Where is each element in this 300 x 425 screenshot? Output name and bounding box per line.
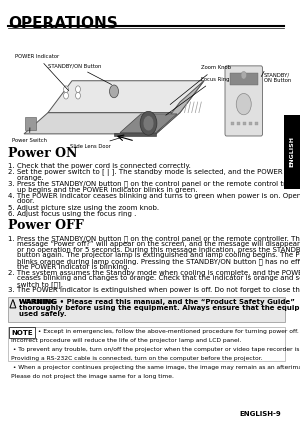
Text: POWER Indicator: POWER Indicator bbox=[15, 54, 69, 91]
Circle shape bbox=[140, 111, 157, 135]
FancyBboxPatch shape bbox=[9, 327, 35, 337]
Text: Focus Ring: Focus Ring bbox=[166, 76, 230, 115]
Text: or no operation for 5 seconds. During this message indication, press the STANDBY: or no operation for 5 seconds. During th… bbox=[8, 246, 300, 253]
Circle shape bbox=[76, 92, 80, 99]
FancyBboxPatch shape bbox=[8, 297, 285, 321]
Text: NOTE: NOTE bbox=[11, 329, 33, 336]
Circle shape bbox=[110, 85, 118, 98]
Text: Zoom Knob: Zoom Knob bbox=[170, 65, 231, 105]
Text: WARNING: WARNING bbox=[19, 299, 57, 306]
Polygon shape bbox=[114, 133, 156, 136]
Text: the POWER indicator is blinking.: the POWER indicator is blinking. bbox=[8, 264, 130, 270]
Text: 3. The POWER indicator is extinguished when power is off. Do not forget to close: 3. The POWER indicator is extinguished w… bbox=[8, 287, 300, 293]
Text: STANDBY/ON Button: STANDBY/ON Button bbox=[48, 63, 112, 85]
Polygon shape bbox=[156, 81, 204, 134]
Text: • Except in emergencies, follow the above-mentioned procedure for turning power : • Except in emergencies, follow the abov… bbox=[36, 329, 299, 334]
Circle shape bbox=[236, 94, 251, 115]
Text: • When a projector continues projecting the same image, the image may remain as : • When a projector continues projecting … bbox=[11, 365, 300, 370]
Text: 6. Adjust focus using the focus ring .: 6. Adjust focus using the focus ring . bbox=[8, 211, 137, 217]
Text: Please do not project the image same for a long time.: Please do not project the image same for… bbox=[11, 374, 174, 379]
FancyBboxPatch shape bbox=[255, 122, 258, 125]
Text: 2. Set the power switch to [ | ]. The standby mode is selected, and the POWER in: 2. Set the power switch to [ | ]. The st… bbox=[8, 169, 300, 176]
Text: Incorrect procedure will reduce the life of the projector lamp and LCD panel.: Incorrect procedure will reduce the life… bbox=[11, 338, 241, 343]
FancyBboxPatch shape bbox=[284, 115, 300, 189]
Text: Power ON: Power ON bbox=[8, 147, 78, 160]
Text: WARNING • Please read this manual, and the “Product Safety Guide”: WARNING • Please read this manual, and t… bbox=[19, 299, 295, 306]
FancyBboxPatch shape bbox=[237, 122, 240, 125]
Text: ENGLISH: ENGLISH bbox=[290, 136, 295, 167]
Circle shape bbox=[143, 116, 154, 131]
Text: Slide Lens Door: Slide Lens Door bbox=[70, 137, 123, 150]
Text: thoroughly before using the equipment. Always ensure that the equipment is: thoroughly before using the equipment. A… bbox=[19, 305, 300, 311]
Text: used safely.: used safely. bbox=[19, 311, 67, 317]
Text: button again. The projector lamp is extinguished and lamp cooling begins. The PO: button again. The projector lamp is exti… bbox=[8, 252, 300, 258]
Polygon shape bbox=[120, 114, 177, 133]
FancyBboxPatch shape bbox=[231, 122, 234, 125]
Text: 2. The system assumes the Standby mode when cooling is complete, and the POWER i: 2. The system assumes the Standby mode w… bbox=[8, 269, 300, 276]
Text: blinks orange during lamp cooling. Pressing the STANDBY/ON button ⓘ has no effec: blinks orange during lamp cooling. Press… bbox=[8, 258, 300, 265]
Text: switch to [ⓞ].: switch to [ⓞ]. bbox=[8, 281, 63, 288]
Text: Power OFF: Power OFF bbox=[8, 219, 84, 232]
Text: 3. Press the STANDBY/ON button ⓘ on the control panel or the remote control tran: 3. Press the STANDBY/ON button ⓘ on the … bbox=[8, 181, 300, 187]
Circle shape bbox=[64, 86, 68, 93]
Text: door.: door. bbox=[8, 198, 35, 204]
Text: message “Power off?” will appear on the screen, and the message will disappear b: message “Power off?” will appear on the … bbox=[8, 241, 300, 247]
FancyBboxPatch shape bbox=[249, 122, 252, 125]
Text: up begins and the POWER indicator blinks in green.: up begins and the POWER indicator blinks… bbox=[8, 187, 198, 193]
Text: !: ! bbox=[12, 302, 14, 306]
Text: STANDBY/
ON Button: STANDBY/ ON Button bbox=[264, 72, 291, 83]
Circle shape bbox=[76, 86, 80, 93]
Polygon shape bbox=[48, 81, 204, 113]
FancyBboxPatch shape bbox=[26, 117, 36, 130]
Text: ceases blinking and changes to orange. Check that the indicator is orange and se: ceases blinking and changes to orange. C… bbox=[8, 275, 300, 281]
FancyBboxPatch shape bbox=[225, 66, 262, 136]
Text: OPERATIONS: OPERATIONS bbox=[8, 16, 118, 31]
Text: Power Switch: Power Switch bbox=[12, 128, 47, 143]
Text: orange.: orange. bbox=[8, 175, 44, 181]
Polygon shape bbox=[24, 113, 180, 134]
Text: 5. Adjust picture size using the zoom knob.: 5. Adjust picture size using the zoom kn… bbox=[8, 204, 160, 211]
FancyBboxPatch shape bbox=[230, 73, 258, 85]
Text: 4. The POWER indicator ceases blinking and turns to green when power is on. Open: 4. The POWER indicator ceases blinking a… bbox=[8, 193, 300, 199]
Text: 1. Check that the power cord is connected correctly.: 1. Check that the power cord is connecte… bbox=[8, 163, 191, 169]
Text: Providing a RS-232C cable is connected, turn on the computer before the projecto: Providing a RS-232C cable is connected, … bbox=[11, 356, 262, 361]
Circle shape bbox=[64, 92, 68, 99]
FancyBboxPatch shape bbox=[8, 326, 285, 361]
FancyBboxPatch shape bbox=[243, 122, 246, 125]
Text: 1. Press the STANDBY/ON button ⓘ on the control panel or the remote controller. : 1. Press the STANDBY/ON button ⓘ on the … bbox=[8, 235, 300, 242]
Text: ENGLISH-9: ENGLISH-9 bbox=[240, 411, 281, 417]
Circle shape bbox=[241, 71, 247, 79]
Text: • To prevent any trouble, turn on/off the projector when the computer or video t: • To prevent any trouble, turn on/off th… bbox=[11, 347, 300, 352]
